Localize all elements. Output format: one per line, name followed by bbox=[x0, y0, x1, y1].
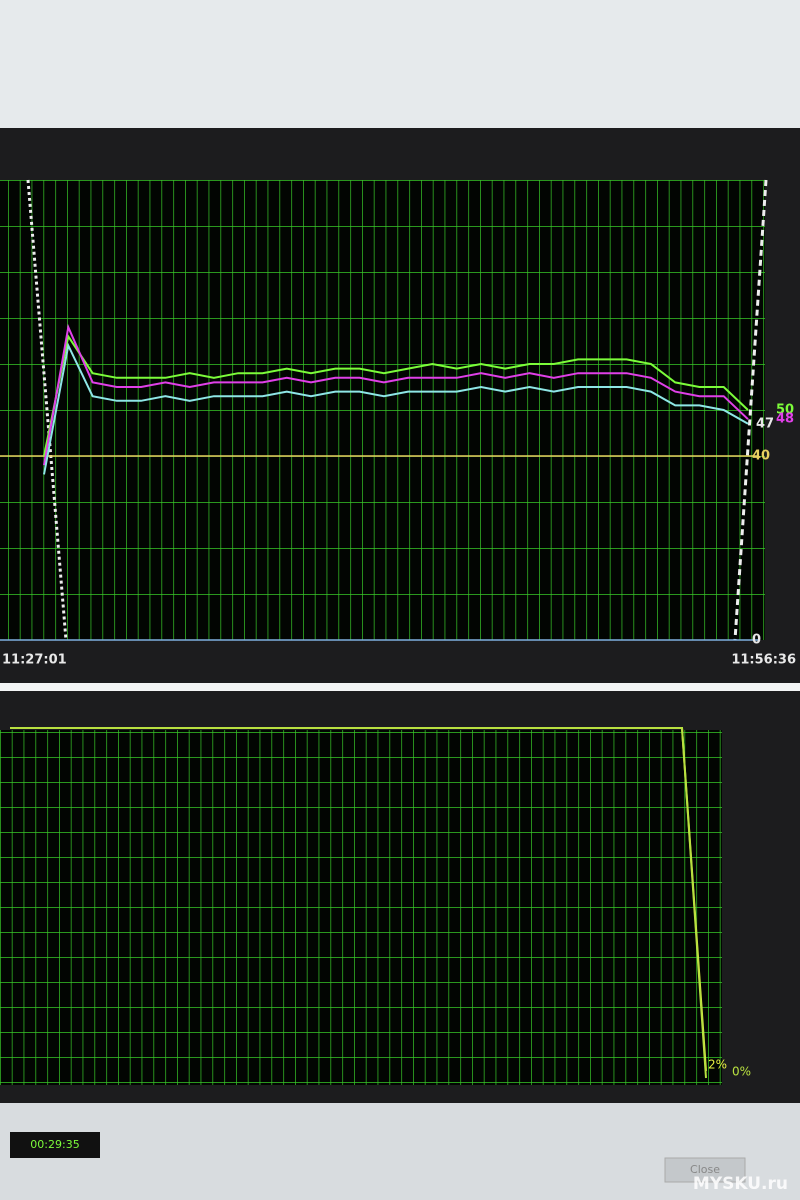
series-line bbox=[43, 323, 749, 466]
y-tick-label: 0 bbox=[752, 633, 761, 648]
timer-box bbox=[10, 1132, 100, 1158]
end-value-label: 2% bbox=[708, 1058, 727, 1072]
top-grid bbox=[0, 180, 765, 640]
divider bbox=[0, 683, 800, 691]
x-tick-label: 11:27:01 bbox=[2, 653, 67, 668]
start-marker bbox=[26, 179, 68, 641]
x-tick-label: 11:56:36 bbox=[731, 653, 796, 668]
series-line bbox=[43, 342, 749, 475]
close-button[interactable] bbox=[664, 1157, 746, 1183]
series-line bbox=[10, 727, 707, 1079]
end-value-label: 47 bbox=[756, 416, 774, 431]
bottom-grid bbox=[0, 730, 722, 1085]
end-marker bbox=[733, 179, 768, 641]
footer bbox=[0, 1103, 800, 1200]
end-value-label: 50 bbox=[776, 403, 794, 418]
end-value-label: 0% bbox=[732, 1065, 751, 1079]
end-value-label: 48 bbox=[776, 412, 794, 427]
elapsed-time: 00:29:35 bbox=[30, 1138, 79, 1151]
watermark: MYSKU.ru bbox=[693, 1174, 788, 1194]
series-line bbox=[43, 333, 749, 457]
close-label: Close bbox=[690, 1163, 720, 1176]
desktop bbox=[0, 0, 800, 130]
y-tick-label: 40 bbox=[752, 449, 770, 464]
